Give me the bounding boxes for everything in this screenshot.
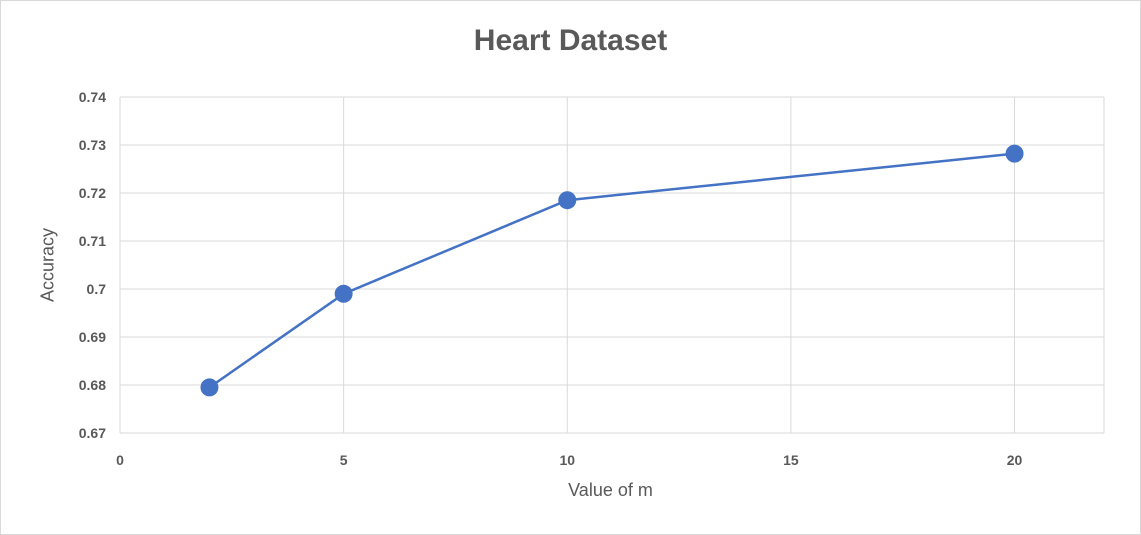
x-tick-label: 0 — [116, 452, 124, 468]
x-tick-label: 5 — [340, 452, 348, 468]
chart-title: Heart Dataset — [473, 24, 668, 57]
y-tick-label: 0.72 — [79, 185, 106, 201]
x-axis-label: Value of m — [568, 480, 653, 500]
y-tick-label: 0.67 — [79, 425, 106, 441]
y-tick-label: 0.7 — [87, 281, 107, 297]
x-tick-label: 10 — [559, 452, 575, 468]
data-point — [200, 378, 219, 397]
y-tick-label: 0.74 — [79, 89, 106, 105]
y-tick-label: 0.68 — [79, 377, 106, 393]
x-tick-label: 20 — [1007, 452, 1023, 468]
y-tick-label: 0.71 — [79, 233, 106, 249]
y-tick-label: 0.73 — [79, 137, 106, 153]
data-point — [334, 284, 353, 303]
series-line — [208, 152, 1015, 389]
y-tick-label: 0.69 — [79, 329, 106, 345]
data-point — [558, 191, 577, 210]
data-point — [1005, 144, 1024, 163]
x-tick-label: 15 — [783, 452, 799, 468]
